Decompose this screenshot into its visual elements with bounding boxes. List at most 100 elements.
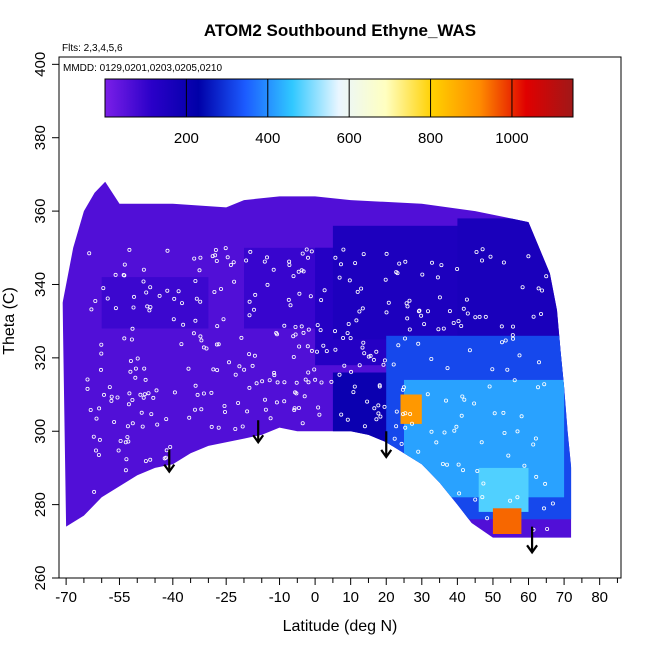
sample-point: [441, 326, 446, 331]
sample-point: [488, 254, 493, 259]
sample-point: [93, 298, 98, 303]
sample-point: [362, 351, 367, 356]
arrow-marker-2: [380, 431, 393, 459]
sample-point: [127, 247, 132, 252]
sample-point: [324, 349, 329, 354]
sample-point: [341, 335, 346, 340]
sample-point: [99, 351, 104, 356]
sample-point: [232, 279, 237, 284]
sample-point: [445, 366, 450, 371]
heat-region-1: [101, 277, 209, 329]
sample-point: [133, 366, 138, 371]
sample-point: [306, 370, 311, 375]
sample-point: [221, 317, 226, 322]
sample-point: [384, 251, 389, 256]
sample-point: [129, 337, 134, 342]
sample-point: [394, 424, 399, 429]
sample-point: [126, 402, 131, 407]
sample-point: [296, 269, 301, 274]
sample-point: [382, 404, 387, 409]
sample-point: [225, 255, 230, 260]
sample-point: [485, 516, 490, 521]
sample-point: [193, 318, 198, 323]
sample-point: [210, 254, 215, 259]
sample-point: [209, 424, 214, 429]
sample-point: [366, 354, 371, 359]
sample-point: [304, 247, 309, 252]
sample-point: [247, 385, 252, 390]
sample-point: [268, 416, 273, 421]
sample-point: [297, 291, 302, 296]
sample-point: [102, 392, 107, 397]
colorbar: 200 400 600 800 1000: [104, 78, 574, 147]
x-tick-label: 30: [413, 589, 430, 606]
sample-point: [456, 462, 461, 467]
sample-point: [312, 367, 317, 372]
sample-point: [348, 336, 353, 341]
sample-point: [271, 267, 276, 272]
sample-point: [262, 397, 267, 402]
sample-point: [506, 453, 511, 458]
sample-point: [226, 360, 231, 365]
sample-point: [99, 342, 104, 347]
sample-point: [382, 358, 387, 363]
sample-point: [96, 452, 101, 457]
sample-point: [459, 323, 464, 328]
sample-point: [499, 340, 504, 345]
sample-point: [147, 308, 152, 313]
sample-point: [179, 301, 184, 306]
sample-point: [125, 424, 130, 429]
sample-point: [275, 380, 280, 385]
sample-point: [233, 372, 238, 377]
sample-point: [396, 343, 401, 348]
sample-point: [409, 421, 414, 426]
sample-point: [339, 412, 344, 417]
sample-point: [157, 293, 162, 298]
sample-point: [191, 331, 196, 336]
sample-point: [128, 369, 133, 374]
sample-point: [371, 357, 376, 362]
sample-point: [128, 358, 133, 363]
sample-point: [274, 400, 279, 405]
sample-point: [294, 380, 299, 385]
sample-point: [519, 414, 524, 419]
sample-point: [374, 349, 379, 354]
sample-point: [313, 377, 318, 382]
sample-point: [195, 392, 200, 397]
sample-point: [342, 363, 347, 368]
sample-point: [368, 353, 373, 358]
sample-point: [265, 282, 270, 287]
sample-point: [347, 278, 352, 283]
sample-point: [306, 380, 311, 385]
sample-point: [416, 341, 421, 346]
sample-point: [199, 407, 204, 412]
sample-point: [236, 400, 241, 405]
sample-point: [480, 495, 485, 500]
sample-point: [123, 468, 128, 473]
sample-point: [292, 407, 297, 412]
sample-point: [171, 317, 176, 322]
sample-point: [305, 344, 310, 349]
sample-point: [346, 321, 351, 326]
y-tick-label: 280: [32, 492, 49, 517]
sample-point: [215, 368, 220, 373]
sample-point: [300, 421, 305, 426]
sample-point: [122, 262, 127, 267]
sample-point: [510, 333, 515, 338]
sample-point: [365, 399, 370, 404]
sample-point: [436, 327, 441, 332]
sample-point: [510, 324, 515, 329]
sample-point: [154, 388, 159, 393]
sample-point: [376, 411, 381, 416]
sample-point: [526, 254, 531, 259]
sample-point: [165, 248, 170, 253]
x-tick-label: -70: [55, 589, 77, 606]
sample-point: [300, 251, 305, 256]
sample-point: [193, 383, 198, 388]
sample-point: [317, 412, 322, 417]
sample-point: [131, 294, 136, 299]
x-tick-label: -10: [269, 589, 291, 606]
sample-point: [254, 381, 259, 386]
sample-point: [247, 299, 252, 304]
sample-point: [349, 369, 354, 374]
